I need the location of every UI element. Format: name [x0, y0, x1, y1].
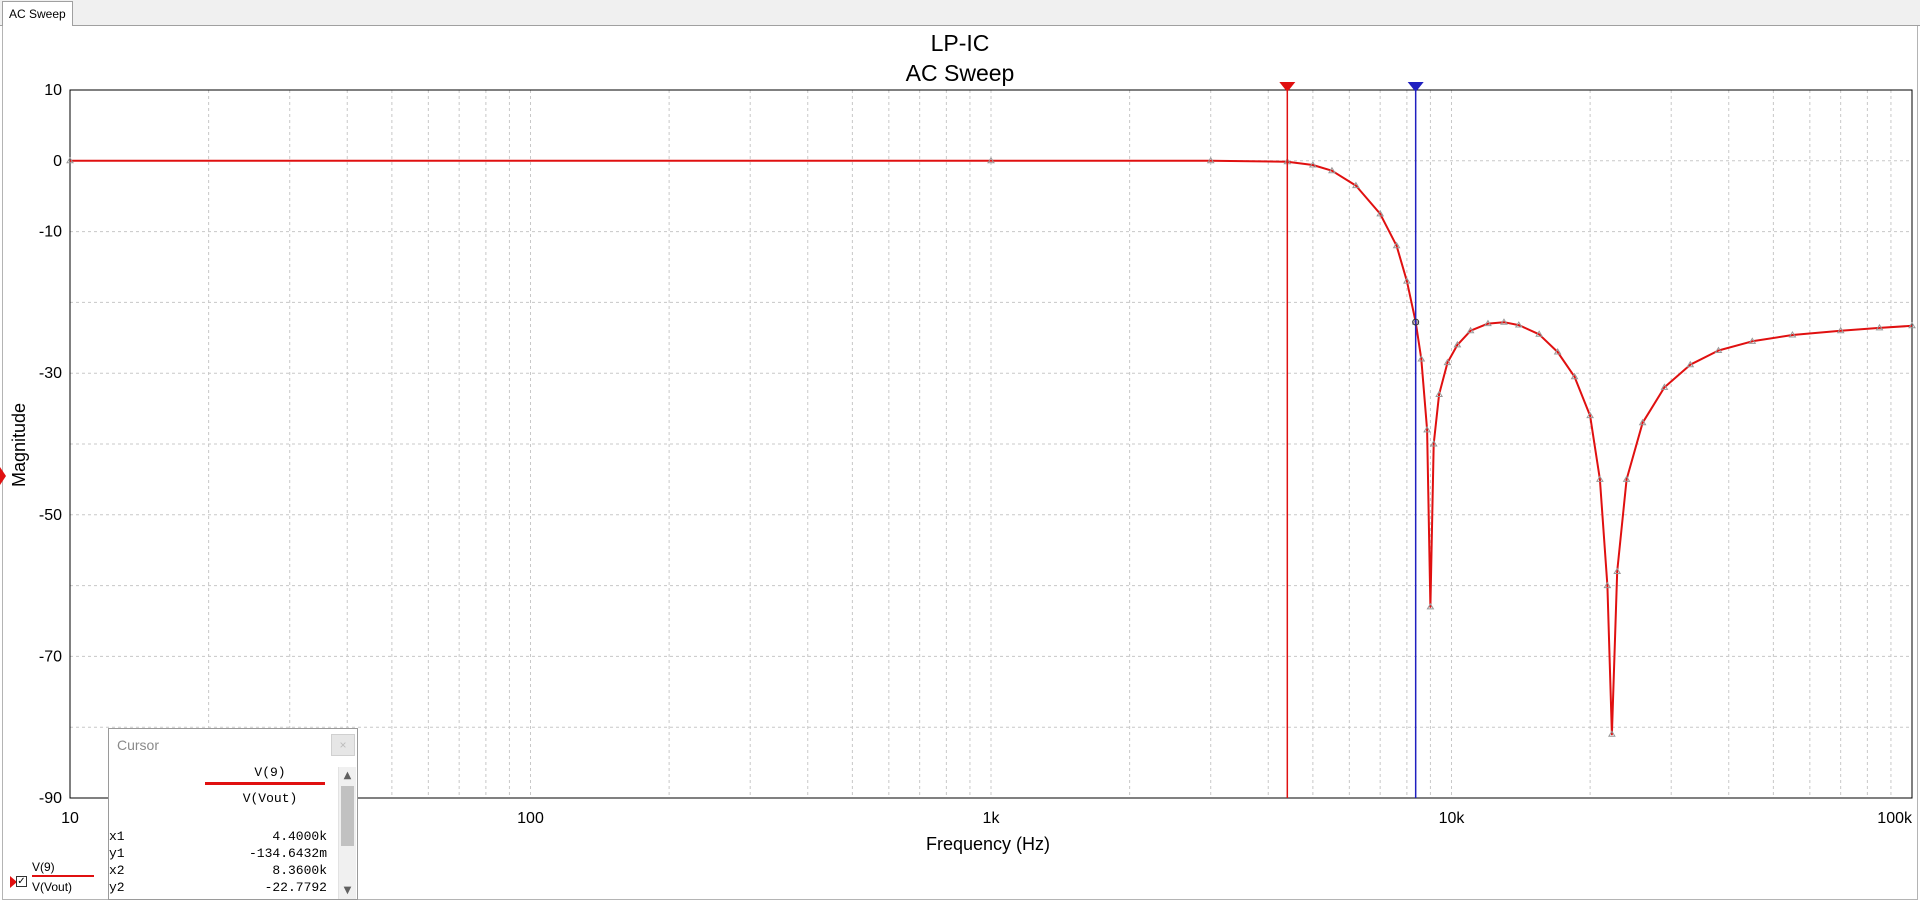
data-point-marker	[1595, 475, 1604, 482]
data-point-marker	[1328, 166, 1336, 174]
data-point-marker	[1484, 319, 1492, 327]
y-tick-label: 0	[53, 153, 62, 170]
cursor-row-x2: x2 8.3600k	[109, 863, 327, 879]
data-point-marker	[1875, 323, 1884, 331]
y-tick-label: -90	[39, 790, 62, 807]
data-point-marker	[1638, 418, 1647, 426]
data-point-marker	[1376, 209, 1385, 217]
data-point-marker	[1423, 425, 1431, 433]
data-point-marker	[1748, 337, 1757, 344]
data-point-marker	[1417, 355, 1426, 362]
y-axis-label: Magnitude	[9, 403, 29, 487]
cursor-handle-icon	[1279, 82, 1296, 92]
series-group	[66, 156, 1916, 737]
data-point-marker	[1836, 326, 1845, 334]
data-point-marker	[1429, 440, 1438, 447]
scroll-thumb[interactable]	[341, 786, 354, 846]
y-tick-label: -70	[39, 648, 62, 665]
data-point-marker	[1435, 390, 1444, 397]
data-point-marker	[1466, 326, 1475, 334]
close-icon[interactable]: ×	[331, 734, 355, 756]
legend-trace-expr: V(Vout)	[32, 880, 73, 894]
y-tick-label: 10	[44, 82, 62, 99]
data-point-marker	[1443, 358, 1452, 366]
cursor-panel[interactable]: Cursor × V(9) V(Vout) x1 4.4000k y1 -134…	[108, 728, 358, 900]
data-point-marker	[1426, 602, 1435, 610]
y-tick-label: -50	[39, 507, 62, 524]
cursor-row-label: y2	[109, 880, 125, 895]
data-point-marker	[1453, 340, 1462, 348]
cursor-row-label: x1	[109, 829, 125, 844]
cursor-row-label: x2	[109, 863, 125, 878]
tab-ac-sweep[interactable]: AC Sweep	[2, 1, 73, 26]
trace-legend: V(9) ✓ V(Vout)	[10, 858, 105, 898]
data-point-marker	[1608, 730, 1616, 737]
data-point-marker	[1686, 360, 1695, 368]
x-tick-label: 1k	[983, 810, 1001, 827]
cursor-row-label: y1	[109, 846, 125, 861]
cursor-trace-name: V(9)	[254, 765, 286, 780]
data-point-marker	[1553, 347, 1562, 355]
y-tick-label: -10	[39, 224, 62, 241]
tab-bar: AC Sweep	[0, 0, 1920, 26]
x-tick-label: 100k	[1877, 810, 1913, 827]
axes	[69, 89, 1913, 799]
data-point-marker	[1352, 181, 1360, 189]
legend-visibility-checkbox[interactable]: ✓	[16, 876, 27, 887]
data-point-marker	[1586, 411, 1595, 419]
x-tick-label: 10k	[1439, 810, 1466, 827]
x-axis-label: Frequency (Hz)	[926, 834, 1050, 854]
chart-subtitle: AC Sweep	[906, 60, 1015, 86]
cursor-row-y2: y2 -22.7792	[109, 880, 327, 896]
data-point-marker	[1613, 567, 1622, 574]
cursor-handle-icon	[1407, 82, 1424, 92]
cursor-intersection-marker	[1412, 318, 1420, 326]
cursor-trace-expr: V(Vout)	[242, 791, 298, 806]
legend-trace-name: V(9)	[32, 860, 55, 874]
trace-selector-marker-icon[interactable]	[0, 467, 6, 485]
data-point-marker	[1908, 321, 1916, 329]
x-tick-label: 10	[61, 810, 79, 827]
scroll-down-icon[interactable]: ▼	[343, 885, 352, 896]
data-point-marker	[1500, 318, 1508, 325]
legend-marker-icon	[10, 876, 17, 888]
data-point-marker	[1603, 581, 1612, 589]
data-point-marker	[1788, 330, 1797, 338]
data-point-marker	[1514, 321, 1523, 328]
cursor-panel-title: Cursor	[117, 737, 160, 753]
data-point-marker	[1392, 241, 1401, 249]
cursor-row-value: -22.7792	[264, 880, 327, 895]
data-point-marker	[1535, 330, 1544, 337]
data-point-marker	[1206, 156, 1215, 164]
series-line	[70, 159, 1913, 736]
cursor-row-x1: x1 4.4000k	[109, 829, 327, 845]
plot-area-border	[69, 89, 1913, 799]
x-tick-label: 100	[517, 810, 544, 827]
data-point-marker	[1660, 383, 1669, 390]
data-point-marker	[1308, 161, 1317, 168]
cursor-row-y1: y1 -134.6432m	[109, 846, 327, 862]
data-point-marker	[1570, 372, 1579, 380]
data-point-marker	[1622, 475, 1631, 482]
cursor-row-value: -134.6432m	[248, 846, 327, 861]
cursor-lines	[1279, 82, 1424, 798]
scroll-up-icon[interactable]: ▲	[343, 770, 352, 781]
data-point-marker	[66, 156, 74, 164]
data-point-marker	[1714, 346, 1723, 354]
data-point-marker	[987, 156, 995, 164]
cursor-trace-line	[205, 782, 325, 785]
chart-title: LP-IC	[931, 30, 990, 56]
plot-frame	[2, 26, 1918, 900]
data-point-marker	[1402, 277, 1411, 284]
cursor-panel-scrollbar[interactable]: ▲ ▼	[338, 767, 356, 899]
y-tick-label: -30	[39, 365, 62, 382]
legend-trace-line	[32, 875, 94, 877]
cursor-row-value: 8.3600k	[272, 863, 327, 878]
cursor-row-value: 4.4000k	[272, 829, 327, 844]
